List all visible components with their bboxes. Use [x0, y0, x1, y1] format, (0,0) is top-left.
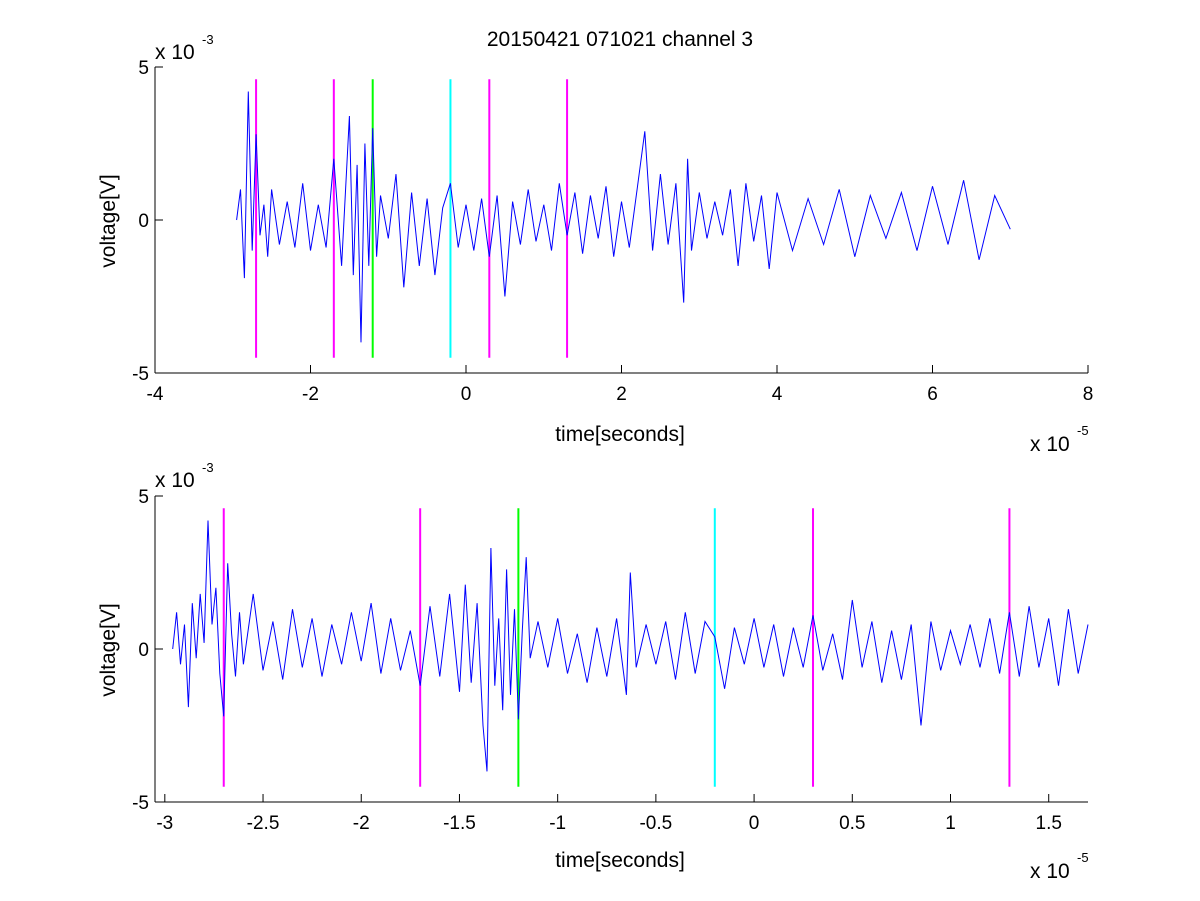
bottom-x-tick-label: -1.5: [443, 813, 476, 834]
bottom-x-tick-label: -1: [549, 813, 566, 834]
bottom-y-multiplier-base: x 10: [155, 469, 195, 492]
bottom-y-tick-label: 5: [138, 487, 149, 508]
top-x-multiplier-base: x 10: [1030, 433, 1070, 456]
top-y-tick-label: 5: [138, 58, 149, 79]
bottom-y-axis-label: voltage[V]: [97, 603, 120, 696]
top-y-multiplier: x 10 -3: [155, 32, 214, 64]
top-x-multiplier: x 10 -5: [1030, 423, 1089, 456]
bottom-signal-line: [172, 520, 1089, 772]
top-x-tick-label: 6: [927, 384, 938, 405]
chart-title: 20150421 071021 channel 3: [487, 28, 753, 51]
bottom-y-tick-label: 0: [138, 640, 149, 661]
top-x-tick-label: 4: [772, 384, 783, 405]
bottom-axes: [154, 495, 1088, 803]
top-x-axis-label: time[seconds]: [555, 423, 685, 446]
bottom-x-tick-label: -3: [156, 813, 173, 834]
bottom-x-tick-label: -2: [353, 813, 370, 834]
bottom-x-axis-label: time[seconds]: [555, 849, 685, 872]
top-y-tick-label: -5: [132, 364, 149, 385]
top-x-multiplier-exponent: -5: [1077, 423, 1089, 438]
bottom-x-multiplier-exponent: -5: [1077, 850, 1089, 865]
top-x-tick-label: 2: [616, 384, 627, 405]
top-marker-lines: [255, 79, 569, 358]
top-tick-labels: -4 -2 0 2 4 6 8 -5 0 5: [132, 58, 1093, 405]
bottom-panel: -3 -2.5 -2 -1.5 -1 -0.5 0 0.5 1 1.5 -5 0 5 time[seco…: [97, 460, 1089, 883]
bottom-x-tick-label: 0.5: [839, 813, 865, 834]
top-axes: [154, 66, 1089, 374]
top-panel: 20150421 071021 channel 3 -4 -2 0 2 4 6 8-505 …: [97, 28, 1093, 456]
top-y-axis-label: voltage[V]: [97, 174, 120, 267]
bottom-tick-labels: -3 -2.5 -2 -1.5 -1 -0.5 0 0.5 1 1.5 -5 0 5: [132, 487, 1062, 834]
bottom-x-tick-label: 0: [749, 813, 760, 834]
top-x-tick-label: -2: [302, 384, 319, 405]
top-x-tick-label: 8: [1083, 384, 1094, 405]
top-y-tick-label: 0: [138, 211, 149, 232]
bottom-x-multiplier: x 10 -5: [1030, 850, 1089, 883]
bottom-series: [172, 520, 1089, 772]
top-x-tick-label: -4: [147, 384, 164, 405]
bottom-x-tick-label: -2.5: [247, 813, 280, 834]
bottom-x-tick-label: -0.5: [639, 813, 672, 834]
bottom-x-tick-label: 1.5: [1036, 813, 1062, 834]
bottom-y-multiplier-exponent: -3: [202, 460, 214, 475]
bottom-y-tick-label: -5: [132, 793, 149, 814]
top-series: [236, 91, 1011, 343]
top-signal-line: [236, 91, 1011, 343]
top-x-tick-label: 0: [461, 384, 472, 405]
bottom-x-tick-label: 1: [945, 813, 956, 834]
top-y-multiplier-base: x 10: [155, 41, 195, 64]
bottom-y-multiplier: x 10 -3: [155, 460, 214, 492]
bottom-x-multiplier-base: x 10: [1030, 860, 1070, 883]
top-y-multiplier-exponent: -3: [202, 32, 214, 47]
bottom-marker-lines: [222, 508, 1011, 787]
